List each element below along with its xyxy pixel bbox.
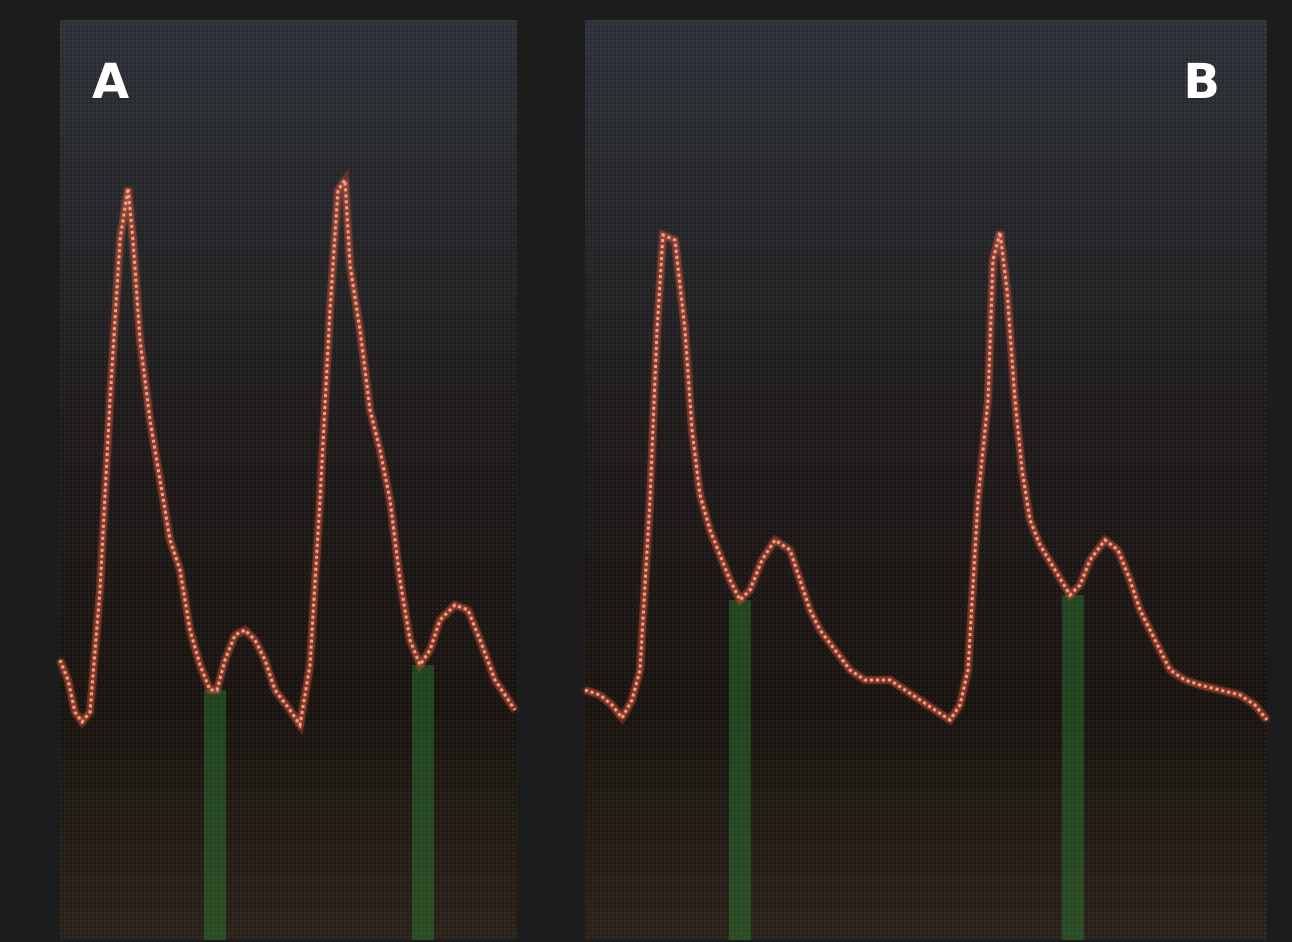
pixel-grid (585, 20, 1267, 940)
panel-a: A (60, 20, 517, 940)
panel-b: B (585, 20, 1267, 940)
screen-photo: A B (0, 0, 1292, 942)
panel-label: B (1183, 54, 1220, 110)
pixel-grid (60, 20, 517, 940)
panel-label: A (92, 54, 129, 110)
